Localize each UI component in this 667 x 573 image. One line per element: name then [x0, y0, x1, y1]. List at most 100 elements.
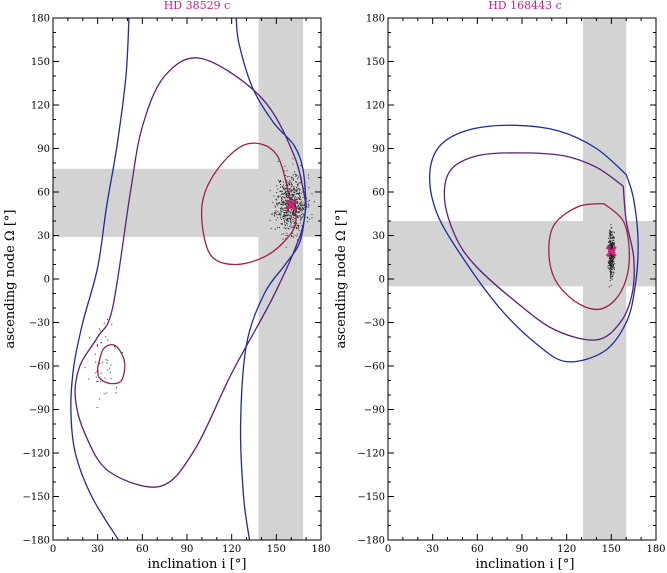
sample-point: [292, 214, 293, 216]
sample-point: [612, 255, 614, 257]
sample-point: [308, 199, 310, 201]
sample-point: [608, 262, 610, 264]
sample-point: [610, 277, 612, 279]
sample-point: [301, 211, 303, 213]
sample-point: [609, 240, 611, 242]
sample-point: [610, 277, 612, 279]
sample-point: [104, 377, 106, 379]
node-band: [388, 221, 656, 287]
sample-point: [297, 185, 299, 187]
sample-point: [282, 196, 284, 198]
sample-point: [301, 213, 303, 215]
x-tick-label: 180: [311, 544, 330, 555]
sample-point: [279, 181, 281, 183]
sample-point: [609, 255, 611, 257]
sample-point: [287, 220, 289, 222]
sample-point: [280, 213, 282, 215]
sample-point: [286, 214, 288, 216]
sample-point: [292, 189, 294, 191]
sample-point: [286, 202, 288, 204]
sample-point: [281, 233, 283, 235]
sample-point: [271, 213, 273, 215]
sample-point: [84, 367, 86, 369]
sample-point: [294, 190, 296, 192]
sample-point: [288, 228, 290, 230]
sample-point: [274, 212, 276, 214]
sample-point: [281, 198, 283, 200]
sample-point: [613, 237, 615, 239]
sample-point: [609, 229, 611, 231]
sample-point: [610, 233, 612, 235]
sample-point: [284, 203, 286, 205]
sample-point: [286, 197, 288, 199]
sample-point: [290, 181, 292, 183]
sample-point: [298, 203, 300, 205]
sample-point: [302, 213, 304, 215]
sample-point: [611, 240, 613, 242]
sample-point: [614, 263, 616, 265]
sample-point: [291, 234, 293, 236]
sample-point: [610, 284, 612, 286]
sample-point: [301, 203, 303, 205]
sample-point: [611, 227, 613, 229]
sample-point: [609, 258, 611, 260]
sample-point: [108, 367, 110, 369]
sample-point: [613, 244, 615, 246]
y-tick-label: −150: [358, 492, 385, 503]
sample-point: [299, 196, 301, 198]
sample-point: [106, 362, 108, 364]
y-tick-label: 60: [37, 188, 50, 199]
sample-point: [610, 258, 612, 260]
sample-point: [311, 214, 313, 216]
sample-point: [298, 206, 300, 208]
sample-point: [298, 192, 300, 194]
sample-point: [607, 245, 609, 247]
sample-point: [298, 225, 299, 227]
sample-point: [611, 266, 613, 268]
sample-point: [288, 213, 290, 215]
sample-point: [300, 202, 302, 204]
sample-point: [610, 231, 612, 233]
best-fit-marker: [285, 199, 297, 211]
sample-point: [301, 191, 303, 193]
plot-layer: [53, 18, 321, 540]
sample-point: [294, 224, 296, 226]
sample-point: [111, 324, 113, 326]
y-tick-label: 0: [379, 275, 385, 286]
sample-point: [298, 195, 300, 197]
sample-point: [287, 182, 289, 184]
sample-point: [611, 265, 613, 267]
likelihood-contour: [97, 344, 126, 385]
sample-point: [295, 211, 297, 213]
sample-point: [609, 239, 611, 241]
sample-point: [279, 227, 281, 229]
chart-title: HD 38529 c: [164, 0, 231, 12]
sample-point: [285, 187, 287, 189]
sample-point: [88, 378, 90, 380]
y-axis-label: ascending node Ω [°]: [3, 210, 18, 349]
sample-point: [610, 253, 612, 255]
sample-point: [292, 163, 294, 165]
sample-point: [285, 202, 287, 204]
sample-point: [608, 232, 610, 234]
sample-point: [288, 217, 290, 219]
y-tick-label: 90: [372, 144, 385, 155]
sample-point: [613, 236, 615, 238]
sample-point: [283, 184, 284, 186]
likelihood-contour: [235, 18, 307, 206]
sample-point: [299, 189, 301, 191]
sample-point: [611, 246, 613, 248]
sample-point: [281, 223, 283, 225]
sample-point: [311, 193, 313, 195]
x-tick-label: 0: [50, 544, 56, 555]
sample-point: [284, 225, 286, 227]
sample-point: [285, 214, 287, 216]
sample-point: [100, 381, 102, 383]
sample-point: [292, 207, 294, 209]
sample-point: [297, 206, 299, 208]
sample-point: [301, 200, 303, 202]
sample-point: [303, 202, 305, 204]
sample-point: [290, 190, 292, 192]
sample-point: [612, 246, 614, 248]
sample-point: [290, 216, 292, 218]
